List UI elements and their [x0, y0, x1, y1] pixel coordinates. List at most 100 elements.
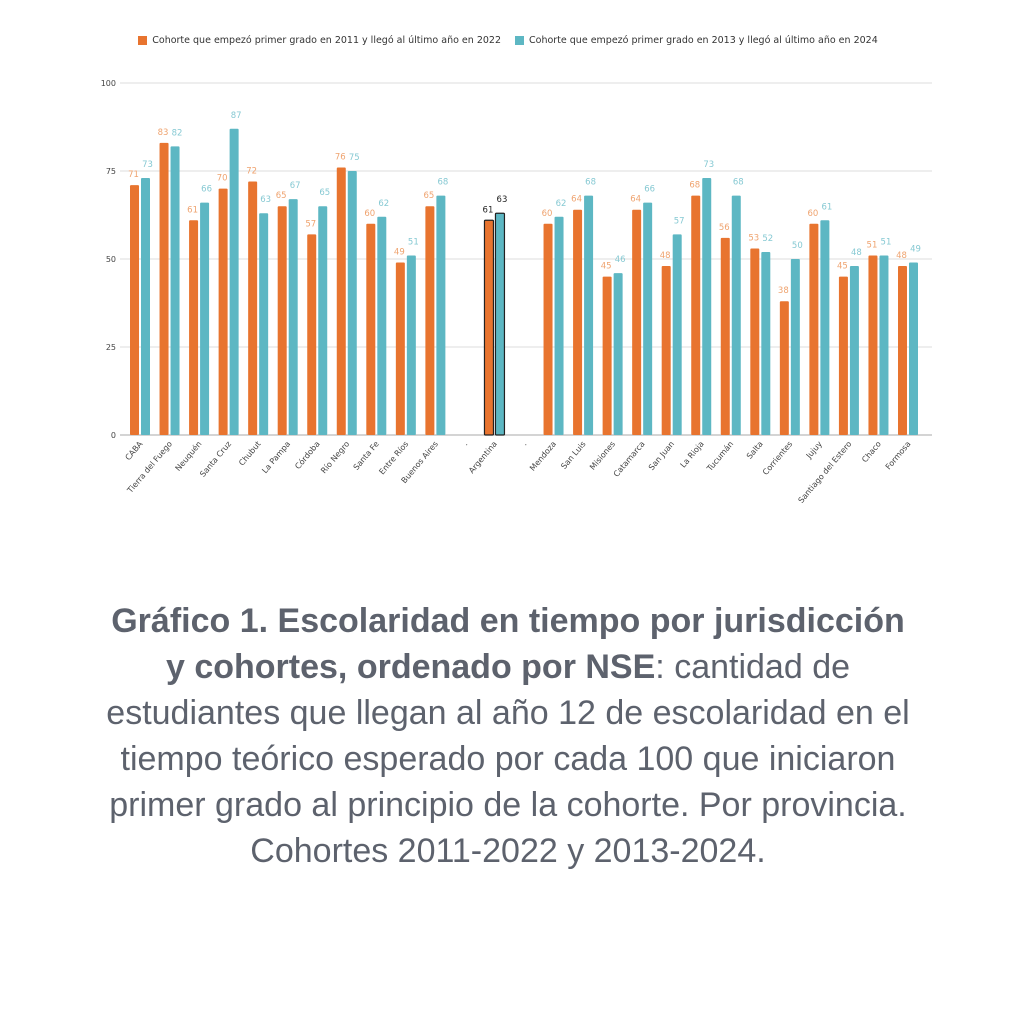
- legend-label-2013: Cohorte que empezó primer grado en 2013 …: [529, 35, 878, 46]
- data-label: 67: [290, 181, 301, 191]
- data-label: 65: [276, 191, 287, 201]
- data-label: 64: [630, 195, 641, 205]
- x-tick-label: Corrientes: [761, 440, 794, 477]
- bar: [425, 206, 435, 435]
- data-label: 76: [335, 152, 346, 162]
- bar: [406, 255, 416, 435]
- data-label: 45: [837, 262, 848, 272]
- y-tick-label: 50: [106, 255, 116, 264]
- bar: [248, 181, 258, 435]
- data-label: 65: [423, 191, 434, 201]
- bar: [720, 237, 730, 435]
- caption-title: Gráfico 1. Escolaridad en tiempo por jur…: [111, 602, 905, 686]
- data-label: 60: [807, 209, 818, 219]
- x-tick-label: Jujuy: [804, 439, 824, 461]
- bar: [573, 209, 583, 435]
- bar: [336, 167, 346, 436]
- x-tick-label: .: [461, 440, 470, 448]
- chart-caption: Gráfico 1. Escolaridad en tiempo por jur…: [98, 598, 918, 874]
- bar: [259, 213, 269, 435]
- data-label: 61: [187, 205, 198, 215]
- data-label: 51: [867, 240, 878, 250]
- bar: [277, 206, 287, 435]
- data-label: 38: [778, 286, 789, 296]
- bar: [554, 216, 564, 435]
- data-label: 48: [896, 251, 907, 261]
- legend-item-2011[interactable]: Cohorte que empezó primer grado en 2011 …: [138, 35, 501, 46]
- bar: [288, 199, 298, 435]
- legend-label-2011: Cohorte que empezó primer grado en 2011 …: [152, 35, 501, 46]
- data-label: 65: [319, 188, 330, 198]
- x-tick-label: Salta: [745, 439, 765, 460]
- x-tick-label: Santiago del Estero: [796, 439, 853, 505]
- bar: [395, 262, 405, 435]
- bar: [909, 262, 918, 435]
- bar: [702, 178, 712, 436]
- data-label: 57: [674, 216, 685, 226]
- data-label: 63: [260, 195, 271, 205]
- bar: [347, 171, 357, 435]
- x-tick-label: Córdoba: [293, 439, 322, 471]
- data-label: 53: [748, 233, 759, 243]
- bar: [366, 223, 376, 435]
- x-tick-label: .: [520, 440, 529, 448]
- y-tick-label: 100: [101, 79, 116, 88]
- x-tick-label: Mendoza: [528, 439, 558, 472]
- x-tick-label: La Pampa: [260, 439, 292, 475]
- data-label: 57: [305, 219, 316, 229]
- bar: [436, 195, 446, 435]
- data-label: 82: [172, 128, 183, 138]
- bar: [643, 202, 653, 435]
- x-tick-label: Chaco: [860, 439, 883, 464]
- data-label: 61: [821, 202, 832, 212]
- bar: [307, 234, 317, 435]
- data-label: 56: [719, 223, 730, 233]
- data-label: 68: [437, 178, 448, 188]
- x-tick-label: Neuquén: [173, 439, 204, 473]
- bar: [809, 223, 819, 435]
- x-tick-label: Argentina: [467, 439, 499, 475]
- data-label: 83: [158, 128, 169, 138]
- bar: [820, 220, 830, 435]
- data-label: 75: [349, 153, 360, 163]
- bar: [170, 146, 180, 436]
- data-label: 68: [585, 178, 596, 188]
- bar: [632, 209, 642, 435]
- x-tick-label: San Luis: [559, 440, 587, 471]
- x-tick-label: Formosa: [884, 439, 913, 471]
- bar: [130, 185, 139, 435]
- x-tick-label: Tucumán: [705, 440, 736, 474]
- caption-text: cantidad de estudiantes que llegan al añ…: [106, 648, 910, 870]
- bar: [613, 273, 623, 435]
- x-tick-label: Río Negro: [319, 439, 351, 475]
- y-tick-label: 25: [106, 343, 116, 352]
- data-label: 68: [689, 181, 700, 191]
- data-label: 70: [217, 174, 228, 184]
- bar: [200, 202, 210, 435]
- bar: [229, 128, 239, 435]
- bar: [868, 255, 878, 435]
- legend-item-2013[interactable]: Cohorte que empezó primer grado en 2013 …: [515, 35, 878, 46]
- data-label: 45: [601, 262, 612, 272]
- x-tick-label: CABA: [123, 439, 144, 462]
- bar: [189, 220, 199, 435]
- legend-swatch-2013: [515, 36, 524, 45]
- x-tick-label: La Rioja: [678, 439, 705, 469]
- bar: [761, 251, 771, 435]
- bar: [543, 223, 553, 435]
- bar: [218, 188, 228, 435]
- bar: [790, 259, 800, 435]
- data-label: 61: [483, 205, 494, 215]
- data-label: 49: [394, 248, 405, 258]
- bar: [879, 255, 889, 435]
- data-label: 62: [378, 199, 389, 209]
- data-label: 48: [851, 248, 862, 258]
- x-tick-label: San Juan: [647, 440, 676, 473]
- bar: [691, 195, 701, 435]
- data-label: 62: [556, 199, 567, 209]
- bar: [779, 301, 789, 435]
- chart-legend: Cohorte que empezó primer grado en 2011 …: [0, 35, 1016, 46]
- data-label: 72: [246, 167, 257, 177]
- bar: [141, 178, 150, 436]
